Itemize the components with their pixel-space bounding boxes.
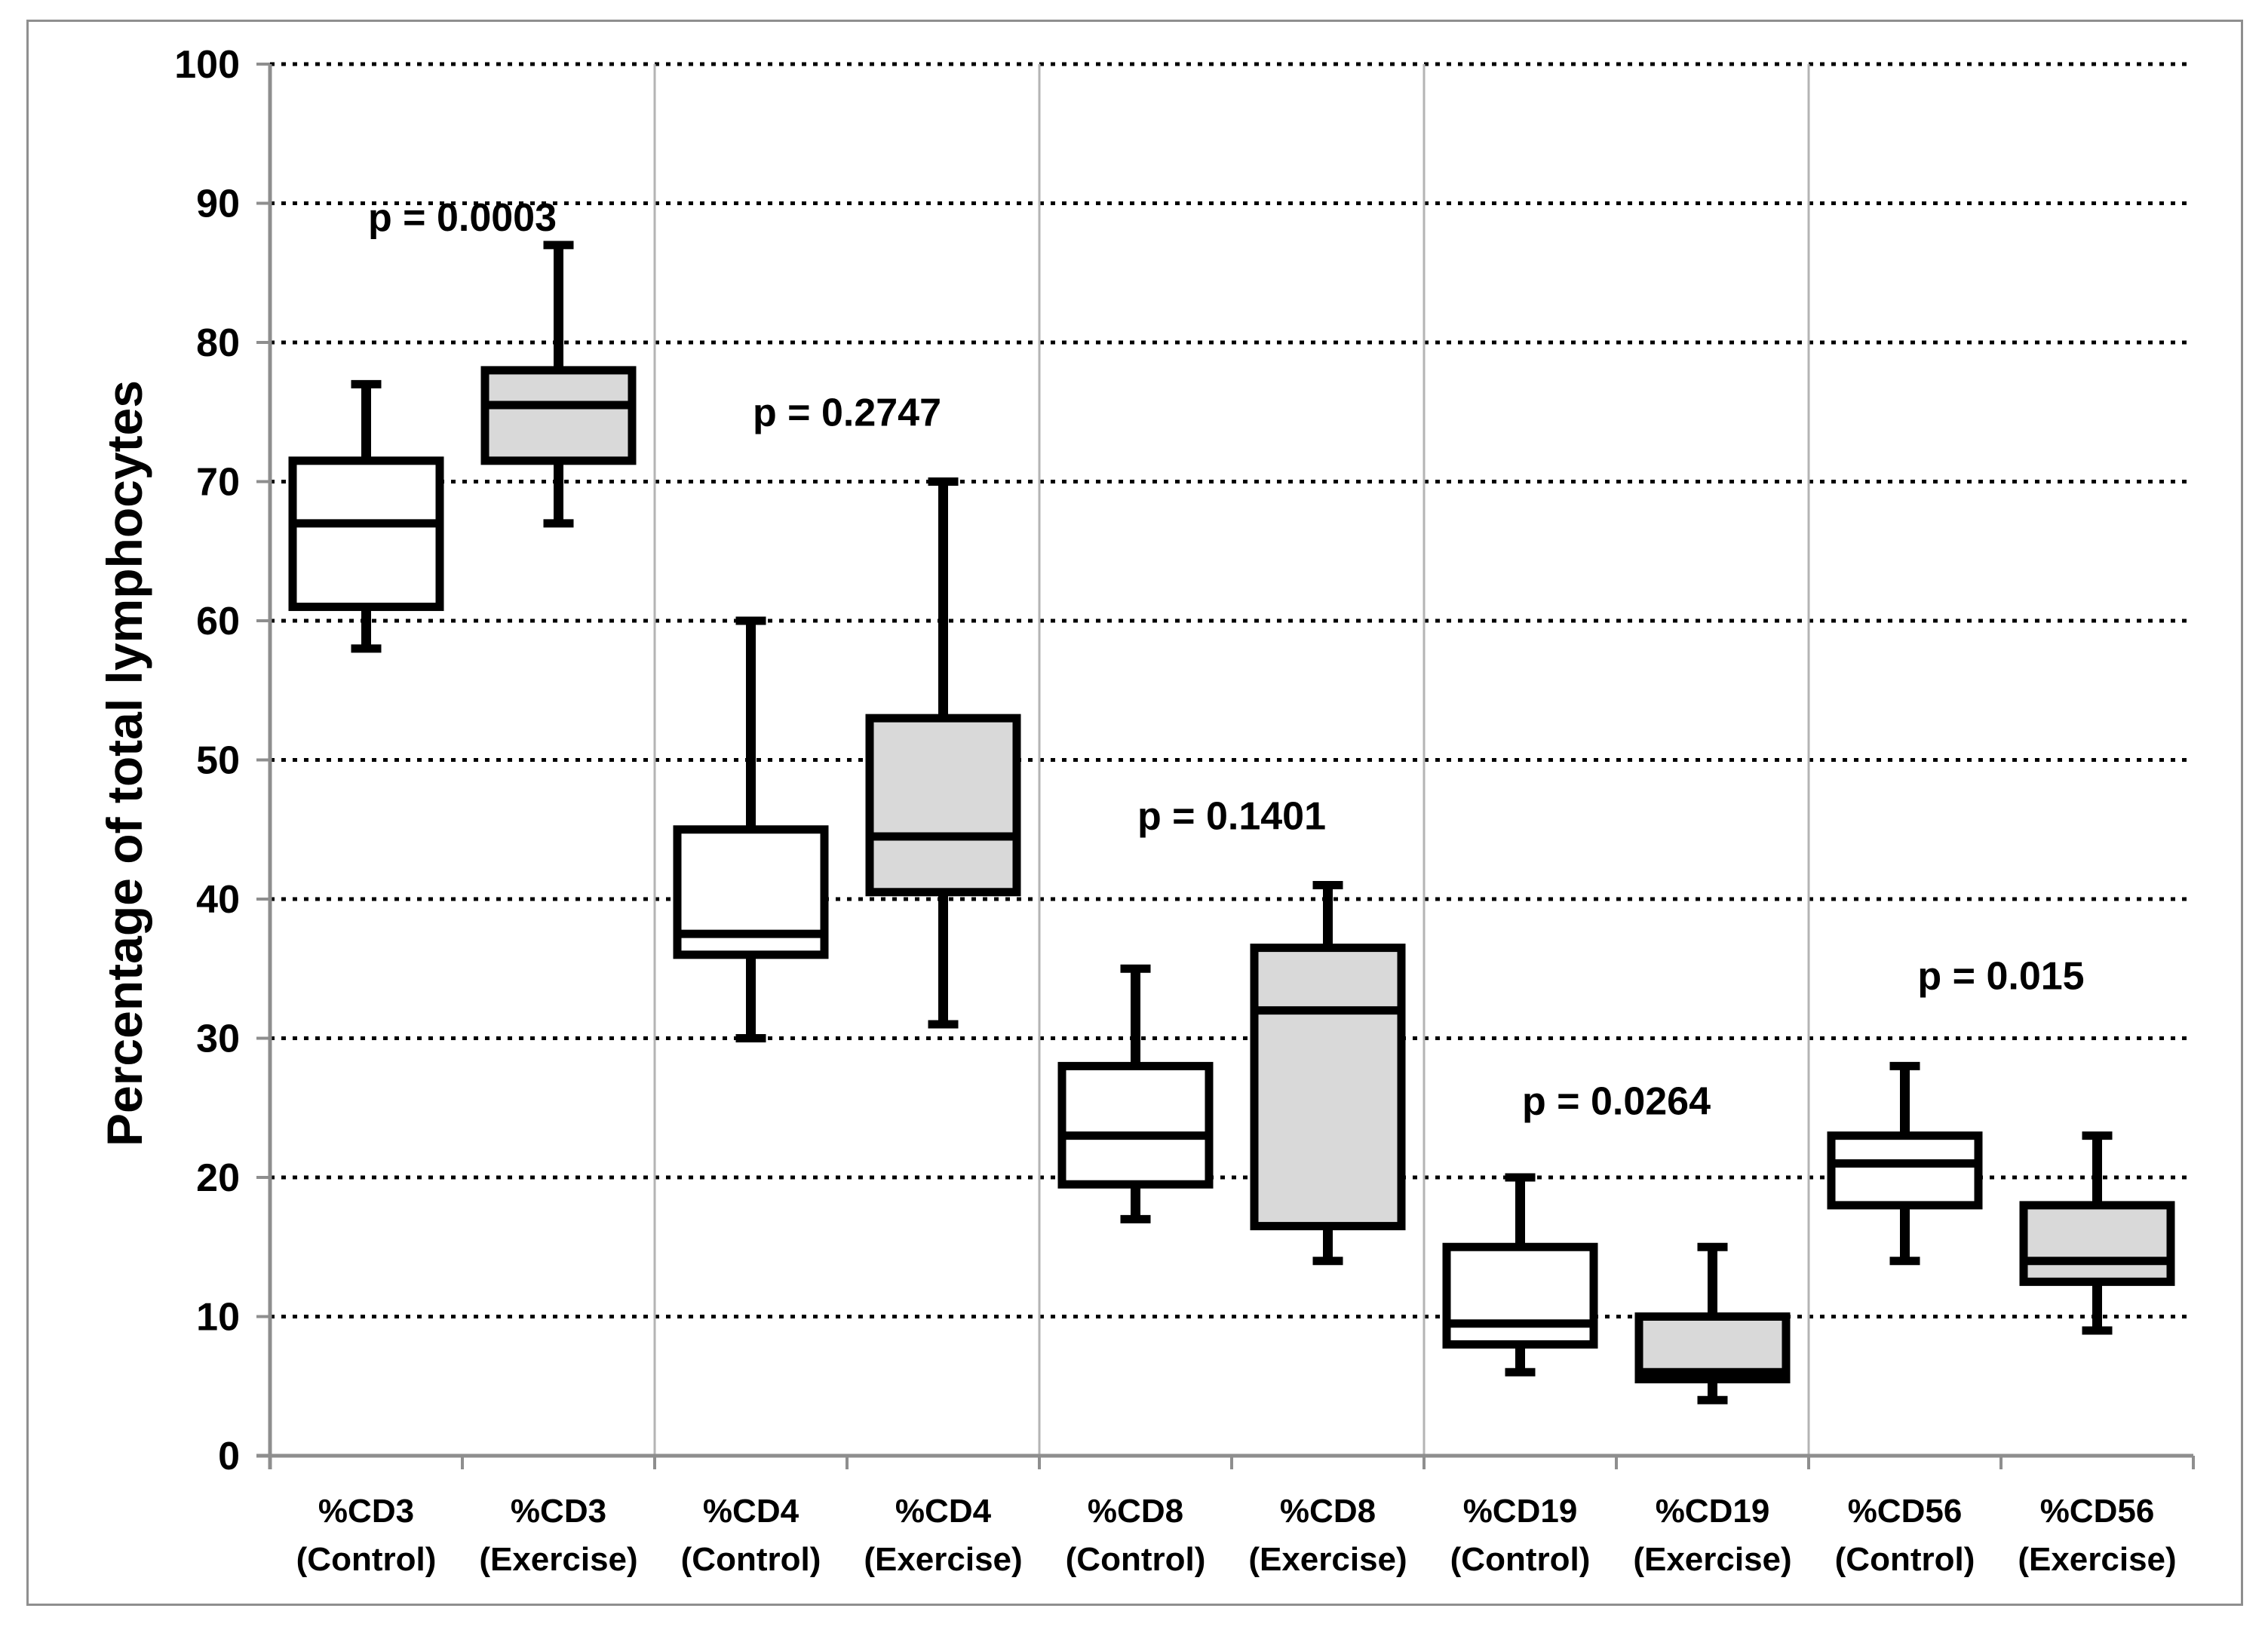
x-label-line1-cd19-exercise: %CD19 bbox=[1656, 1493, 1770, 1530]
x-label-line1-cd3-exercise: %CD3 bbox=[511, 1493, 606, 1530]
x-label-line2-cd19-exercise: (Exercise) bbox=[1633, 1541, 1791, 1578]
p-value-label-cd4: p = 0.2747 bbox=[753, 391, 941, 434]
boxplot-cd4-exercise bbox=[865, 477, 1021, 1029]
x-label-line2-cd8-control: (Control) bbox=[1066, 1541, 1206, 1578]
y-tick-label-50: 50 bbox=[196, 739, 240, 783]
x-label-line2-cd56-exercise: (Exercise) bbox=[2018, 1541, 2176, 1578]
boxplot-cd3-control bbox=[288, 379, 444, 653]
x-label-line2-cd8-exercise: (Exercise) bbox=[1248, 1541, 1407, 1578]
y-tick-label-70: 70 bbox=[196, 461, 240, 505]
x-label-line1-cd56-control: %CD56 bbox=[1848, 1493, 1963, 1530]
x-label-line1-cd4-exercise: %CD4 bbox=[895, 1493, 992, 1530]
p-value-label-cd3: p = 0.0003 bbox=[368, 196, 557, 240]
x-label-line1-cd3-control: %CD3 bbox=[318, 1493, 414, 1530]
y-tick-label-20: 20 bbox=[196, 1156, 240, 1200]
box-cd3-control bbox=[288, 456, 444, 612]
boxplot-cd8-control bbox=[1057, 964, 1214, 1223]
x-label-line2-cd4-control: (Control) bbox=[681, 1541, 821, 1578]
x-label-line2-cd3-exercise: (Exercise) bbox=[479, 1541, 637, 1578]
x-label-line1-cd4-control: %CD4 bbox=[703, 1493, 799, 1530]
box-cd19-control bbox=[1442, 1242, 1598, 1349]
p-value-label-cd19: p = 0.0264 bbox=[1522, 1080, 1711, 1124]
y-tick-label-10: 10 bbox=[196, 1296, 240, 1340]
boxplot-cd56-control bbox=[1827, 1061, 1983, 1266]
x-label-line2-cd4-exercise: (Exercise) bbox=[864, 1541, 1022, 1578]
y-tick-label-0: 0 bbox=[218, 1435, 240, 1478]
y-tick-label-40: 40 bbox=[196, 878, 240, 922]
x-label-line1-cd19-control: %CD19 bbox=[1463, 1493, 1578, 1530]
x-label-line2-cd56-control: (Control) bbox=[1835, 1541, 1975, 1578]
boxplot-cd3-exercise bbox=[480, 241, 637, 528]
figure-border bbox=[26, 20, 2243, 1606]
box-cd4-exercise bbox=[865, 714, 1021, 897]
y-tick-label-100: 100 bbox=[174, 43, 240, 87]
x-label-line1-cd8-control: %CD8 bbox=[1088, 1493, 1183, 1530]
boxplot-cd19-control bbox=[1442, 1173, 1598, 1377]
boxplot-cd8-exercise bbox=[1250, 881, 1406, 1266]
y-tick-label-30: 30 bbox=[196, 1018, 240, 1061]
box-cd3-exercise bbox=[480, 366, 637, 465]
boxplot-cd19-exercise bbox=[1634, 1242, 1791, 1404]
y-tick-label-60: 60 bbox=[196, 600, 240, 643]
p-value-label-cd56: p = 0.015 bbox=[1917, 954, 2084, 998]
x-label-line2-cd3-control: (Control) bbox=[296, 1541, 437, 1578]
y-tick-label-90: 90 bbox=[196, 183, 240, 226]
x-label-line1-cd56-exercise: %CD56 bbox=[2040, 1493, 2155, 1530]
box-cd8-control bbox=[1057, 1061, 1214, 1189]
box-cd8-exercise bbox=[1250, 944, 1406, 1231]
x-label-line2-cd19-control: (Control) bbox=[1450, 1541, 1591, 1578]
x-label-line1-cd8-exercise: %CD8 bbox=[1280, 1493, 1376, 1530]
box-cd56-exercise bbox=[2019, 1201, 2175, 1286]
box-cd56-control bbox=[1827, 1131, 1983, 1210]
boxplot-cd56-exercise bbox=[2019, 1131, 2175, 1335]
boxplot-cd4-control bbox=[673, 616, 829, 1042]
y-tick-label-80: 80 bbox=[196, 321, 240, 365]
p-value-label-cd8: p = 0.1401 bbox=[1137, 794, 1326, 838]
